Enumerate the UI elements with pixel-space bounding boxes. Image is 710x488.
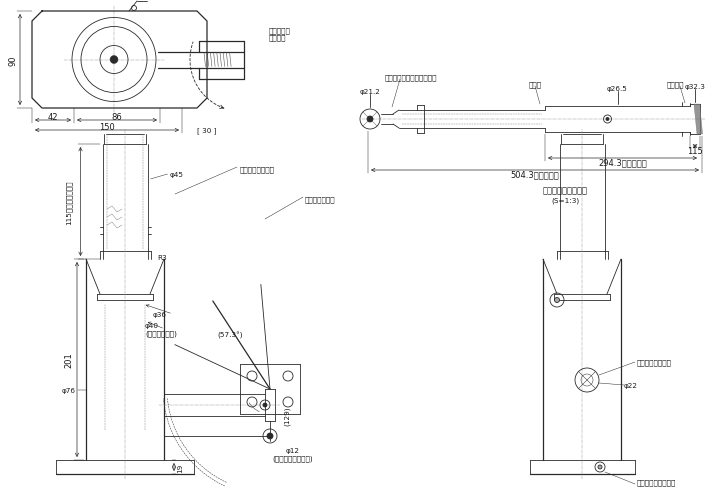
Text: ストッパ: ストッパ	[666, 81, 684, 88]
Text: リリーズスクリュウ差込口: リリーズスクリュウ差込口	[385, 75, 437, 81]
Text: φ22: φ22	[624, 382, 638, 388]
Circle shape	[267, 433, 273, 439]
Text: 19: 19	[177, 463, 183, 472]
Text: レバーソケット: レバーソケット	[305, 196, 336, 203]
Circle shape	[606, 118, 609, 121]
Circle shape	[263, 403, 267, 407]
Text: (S=1:3): (S=1:3)	[551, 197, 579, 204]
Text: (129): (129)	[284, 406, 290, 425]
Circle shape	[110, 57, 118, 64]
Text: 86: 86	[111, 112, 122, 121]
Text: 201: 201	[65, 352, 74, 367]
Text: 専用操作レバー詳細: 専用操作レバー詳細	[542, 186, 587, 195]
Text: オイルフィリング: オイルフィリング	[240, 166, 275, 173]
Circle shape	[555, 298, 559, 303]
Text: 操作レバー差込口: 操作レバー差込口	[637, 359, 672, 366]
Circle shape	[598, 465, 602, 469]
Text: φ45: φ45	[170, 172, 183, 178]
Text: φ36: φ36	[153, 311, 167, 317]
Text: φ12
(ポンプピストン径): φ12 (ポンプピストン径)	[273, 447, 313, 461]
Text: R3: R3	[158, 254, 167, 261]
Circle shape	[367, 117, 373, 123]
Text: φ26.5: φ26.5	[607, 86, 628, 92]
Text: φ32.3: φ32.3	[684, 84, 706, 90]
Text: 150: 150	[99, 122, 115, 131]
Text: φ40
(シリンダ内径): φ40 (シリンダ内径)	[145, 323, 177, 336]
Text: φ76: φ76	[62, 387, 76, 393]
Text: 伸縮式: 伸縮式	[528, 81, 542, 88]
Text: リリーズスクリュウ: リリーズスクリュウ	[637, 479, 677, 485]
Text: 操作レバー
回転方向: 操作レバー 回転方向	[269, 27, 291, 41]
Text: φ21.2: φ21.2	[359, 89, 381, 95]
Text: 115（ストローク）: 115（ストローク）	[65, 180, 72, 224]
Text: 294.3（最短長）: 294.3（最短長）	[598, 158, 647, 167]
Text: 115: 115	[687, 146, 703, 155]
Text: 504.3（最伸長）: 504.3（最伸長）	[510, 170, 559, 179]
Text: 90: 90	[9, 55, 18, 65]
Text: (57.3°): (57.3°)	[217, 331, 243, 338]
Text: [ 30 ]: [ 30 ]	[197, 127, 217, 134]
Text: 42: 42	[48, 112, 58, 121]
